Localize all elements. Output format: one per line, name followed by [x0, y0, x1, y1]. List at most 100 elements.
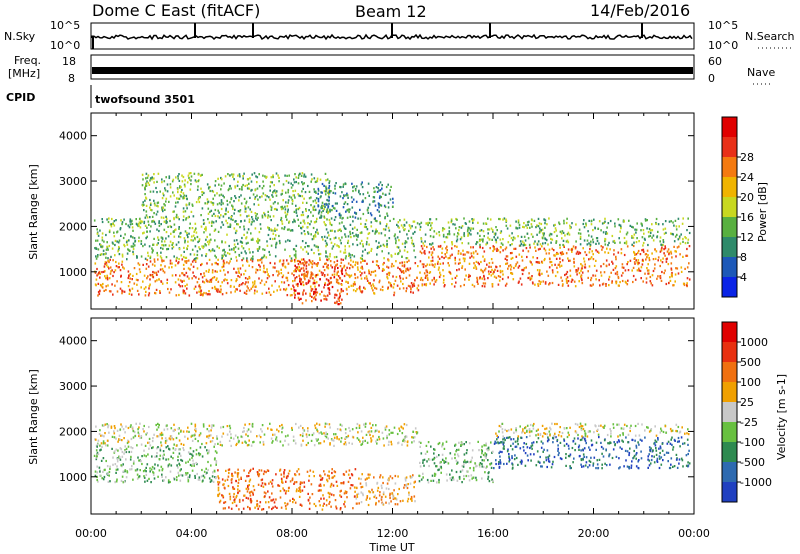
range-cell	[306, 273, 309, 276]
range-cell	[284, 492, 287, 495]
range-cell	[344, 233, 346, 236]
range-cell	[362, 193, 365, 196]
range-cell	[303, 173, 306, 176]
range-cell	[162, 269, 165, 273]
range-cell	[418, 223, 421, 226]
range-cell	[665, 231, 667, 234]
range-cell	[200, 273, 202, 276]
range-cell	[540, 229, 542, 232]
range-cell	[138, 433, 140, 436]
range-cell	[548, 234, 551, 237]
range-cell	[169, 225, 172, 228]
range-cell	[647, 263, 649, 266]
range-cell	[414, 262, 417, 265]
range-cell	[168, 266, 170, 269]
range-cell	[331, 439, 334, 442]
range-cell	[449, 256, 451, 260]
range-cell	[405, 276, 408, 279]
range-cell	[674, 280, 676, 283]
range-cell	[273, 189, 276, 192]
range-cell	[386, 212, 388, 215]
range-cell	[327, 191, 329, 194]
range-cell	[257, 475, 260, 478]
range-cell	[214, 180, 217, 183]
range-cell	[327, 279, 330, 282]
range-cell	[507, 241, 510, 244]
range-cell	[160, 444, 163, 447]
range-cell	[648, 227, 651, 231]
range-cell	[340, 489, 342, 492]
range-cell	[347, 241, 349, 244]
range-cell	[569, 259, 571, 262]
range-cell	[264, 213, 266, 216]
range-cell	[425, 222, 427, 225]
range-cell	[328, 292, 331, 295]
range-cell	[590, 279, 592, 282]
range-cell	[100, 459, 103, 462]
range-cell	[388, 477, 390, 480]
range-cell	[120, 448, 123, 451]
range-cell	[648, 259, 651, 262]
range-cell	[159, 454, 162, 457]
range-cell	[251, 422, 254, 426]
range-cell	[510, 271, 512, 275]
range-cell	[199, 287, 201, 290]
range-cell	[515, 263, 517, 266]
range-cell	[287, 188, 290, 192]
range-cell	[479, 276, 481, 279]
range-cell	[571, 250, 573, 253]
range-cell	[218, 246, 220, 250]
range-cell	[229, 185, 231, 188]
range-cell	[688, 231, 691, 235]
range-cell	[487, 277, 489, 280]
range-cell	[200, 187, 202, 190]
range-cell	[245, 200, 248, 203]
range-cell	[146, 432, 148, 435]
range-cell	[326, 203, 328, 206]
range-cell	[169, 438, 172, 441]
range-cell	[222, 265, 225, 268]
range-cell	[219, 285, 222, 288]
range-cell	[458, 477, 461, 480]
range-cell	[566, 281, 568, 284]
range-cell	[498, 217, 500, 221]
range-cell	[294, 481, 296, 484]
range-cell	[394, 474, 397, 478]
range-cell	[309, 277, 312, 280]
range-cell	[240, 188, 243, 191]
range-cell	[686, 266, 689, 269]
range-cell	[375, 287, 378, 290]
range-cell	[373, 495, 375, 499]
range-cell	[271, 194, 273, 197]
range-cell	[373, 279, 375, 282]
range-cell	[662, 239, 665, 242]
range-cell	[200, 214, 202, 217]
range-cell	[585, 222, 587, 225]
range-cell	[240, 476, 242, 479]
range-cell	[412, 244, 415, 247]
range-cell	[322, 494, 324, 497]
range-cell	[146, 226, 148, 229]
range-cell	[145, 455, 147, 458]
range-cell	[529, 226, 531, 229]
range-cell	[571, 222, 573, 225]
range-cell	[295, 422, 297, 426]
range-cell	[148, 441, 151, 444]
range-cell	[237, 275, 239, 278]
range-cell	[537, 284, 540, 287]
range-cell	[211, 424, 213, 427]
range-cell	[555, 253, 558, 256]
range-cell	[544, 219, 547, 222]
range-cell	[245, 441, 247, 444]
range-cell	[335, 255, 338, 259]
range-cell	[523, 226, 525, 229]
range-cell	[368, 270, 370, 274]
range-cell	[235, 196, 237, 200]
range-cell	[137, 262, 140, 265]
range-cell	[316, 228, 318, 231]
range-cell	[118, 456, 121, 459]
range-cell	[340, 440, 342, 443]
range-cell	[509, 264, 512, 267]
range-cell	[114, 427, 116, 430]
range-cell	[507, 276, 509, 279]
